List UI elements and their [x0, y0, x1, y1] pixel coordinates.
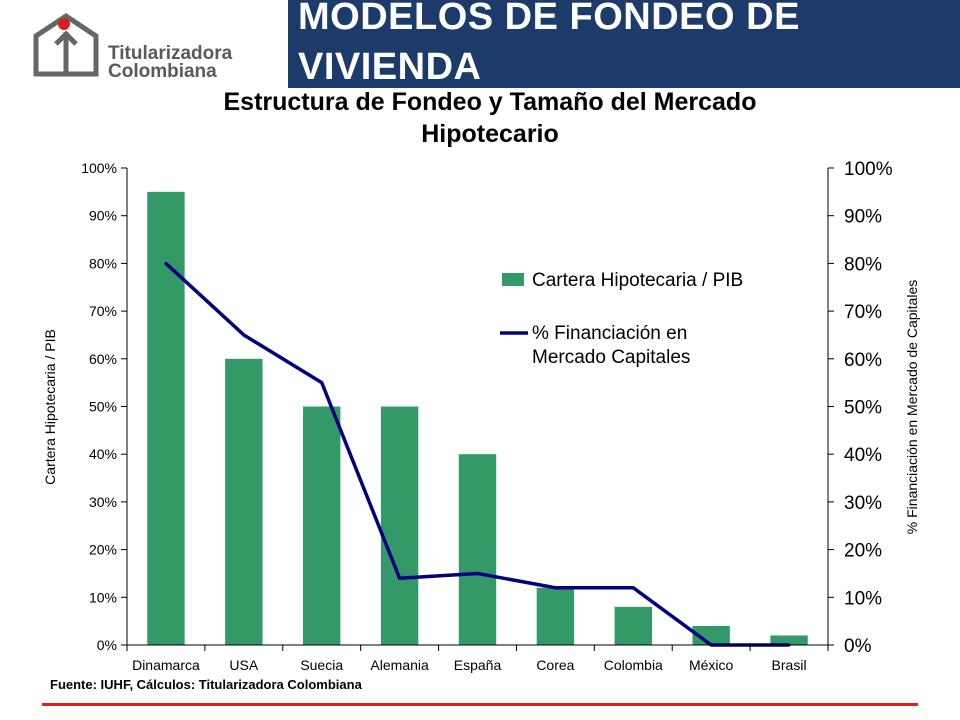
- line-point: [553, 586, 557, 590]
- line-point: [631, 586, 635, 590]
- left-tick-label: 100%: [81, 160, 117, 176]
- slide-title: MODELOS DE FONDEO DE VIVIENDA: [298, 0, 800, 88]
- right-tick-label: 20%: [844, 541, 882, 562]
- left-tick-label: 80%: [89, 255, 117, 271]
- left-tick-label: 70%: [89, 303, 117, 319]
- x-tick-label: Suecia: [300, 657, 343, 673]
- x-tick-label: Dinamarca: [132, 657, 200, 673]
- y-axis-label-right: % Financiación en Mercado de Capitales: [904, 280, 920, 534]
- right-tick-label: 30%: [844, 493, 882, 514]
- y-axis-label-left: Cartera Hipotecaria / PIB: [42, 329, 58, 485]
- right-tick-label: 10%: [844, 588, 882, 609]
- bar: [225, 358, 263, 645]
- right-axis: 0% 10% 20% 30% 40% 50% 60% 70% 80% 90% 100%: [827, 159, 893, 657]
- line-point: [164, 261, 168, 265]
- x-axis: Dinamarca USA Suecia Alemania España Corea Col…: [126, 644, 829, 673]
- logo-house-icon: [33, 12, 99, 77]
- left-tick-label: 20%: [89, 542, 117, 558]
- left-tick-label: 10%: [89, 589, 117, 605]
- right-tick-label: 0%: [844, 636, 872, 657]
- divider-line: [42, 703, 918, 706]
- left-tick-label: 50%: [89, 399, 117, 415]
- source-note: Fuente: IUHF, Cálculos: Titularizadora C…: [50, 677, 362, 692]
- left-tick-label: 0%: [97, 637, 117, 653]
- bar: [536, 587, 575, 645]
- right-tick-label: 40%: [844, 445, 882, 466]
- logo: Titularizadora Colombiana: [0, 0, 288, 88]
- legend-line-label-1: % Financiación en: [532, 323, 687, 344]
- bar: [147, 191, 185, 645]
- chart-title: Estructura de Fondeo y Tamaño del Mercad…: [160, 86, 820, 150]
- x-tick-label: Alemania: [370, 657, 429, 673]
- slide-header: Titularizadora Colombiana MODELOS DE FON…: [0, 0, 960, 88]
- bar: [770, 635, 808, 645]
- line-point: [398, 576, 402, 580]
- bar-series: [147, 191, 808, 645]
- logo-text-line1: Titularizadora: [108, 43, 233, 64]
- line-point: [476, 571, 479, 575]
- chart-title-line1: Estructura de Fondeo y Tamaño del Mercad…: [223, 88, 757, 116]
- chart-title-line2: Hipotecario: [421, 120, 559, 148]
- x-tick-label: USA: [229, 657, 258, 673]
- right-tick-label: 100%: [844, 159, 893, 180]
- legend-line-label-2: Mercado Capitales: [532, 347, 690, 368]
- left-tick-label: 30%: [89, 494, 117, 510]
- bar: [380, 406, 419, 645]
- left-tick-label: 60%: [89, 351, 117, 367]
- right-tick-label: 70%: [844, 302, 882, 323]
- legend-bar-label: Cartera Hipotecaria / PIB: [532, 270, 743, 291]
- x-tick-label: Colombia: [604, 657, 663, 673]
- line-point: [320, 381, 324, 385]
- logo-text-line2: Colombiana: [108, 61, 217, 82]
- left-axis: 0% 10% 20% 30% 40% 50% 60% 70% 80% 90% 100%: [81, 160, 128, 653]
- bar: [303, 406, 341, 645]
- bar: [614, 606, 652, 645]
- left-tick-label: 90%: [89, 208, 117, 224]
- bar: [458, 454, 497, 645]
- x-tick-label: España: [454, 657, 502, 673]
- line-point: [242, 333, 246, 337]
- legend: Cartera Hipotecaria / PIB % Financiación…: [500, 270, 743, 368]
- x-tick-label: México: [689, 657, 734, 673]
- legend-bar-swatch: [502, 273, 524, 286]
- right-tick-label: 50%: [844, 398, 882, 419]
- right-tick-label: 90%: [844, 207, 882, 228]
- right-tick-label: 60%: [844, 350, 882, 371]
- x-tick-label: Corea: [536, 657, 574, 673]
- right-tick-label: 80%: [844, 254, 882, 275]
- x-tick-label: Brasil: [772, 657, 807, 673]
- left-tick-label: 40%: [89, 446, 117, 462]
